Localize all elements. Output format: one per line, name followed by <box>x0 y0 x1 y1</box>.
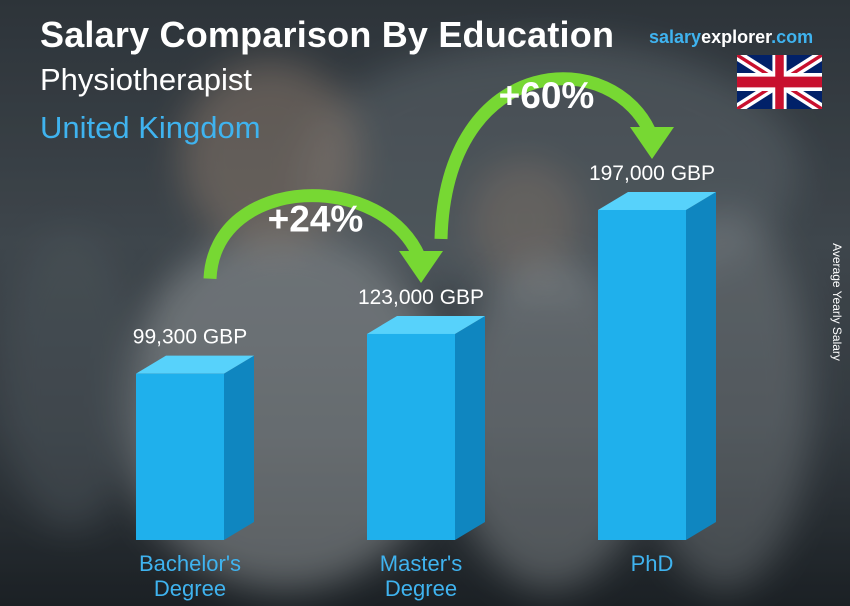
category-label-1-0: Master's <box>380 551 462 576</box>
page-title: Salary Comparison By Education <box>40 14 615 55</box>
growth-arrow-head-0 <box>399 250 443 283</box>
brand-logo[interactable]: salaryexplorer.com <box>649 27 813 48</box>
bar-top-1 <box>367 315 485 334</box>
bar-top-2 <box>598 192 716 210</box>
country-label: United Kingdom <box>40 110 261 145</box>
job-title: Physiotherapist <box>40 62 252 97</box>
growth-percent-0: +24% <box>268 199 364 240</box>
bar-2 <box>598 210 686 540</box>
category-label-0-1: Degree <box>154 576 226 601</box>
growth-percent-1: +60% <box>499 75 595 116</box>
bar-side-1 <box>455 315 485 540</box>
uk-flag-icon <box>737 55 822 109</box>
category-label-1-1: Degree <box>385 576 457 601</box>
bar-side-0 <box>224 355 254 540</box>
value-label-0: 99,300 GBP <box>133 326 247 349</box>
value-label-2: 197,000 GBP <box>589 162 715 185</box>
bar-side-2 <box>686 192 716 540</box>
category-label-2-0: PhD <box>631 551 674 576</box>
bar-0 <box>136 373 224 540</box>
value-label-1: 123,000 GBP <box>358 286 484 309</box>
growth-arrow-1 <box>434 72 659 240</box>
bar-top-0 <box>136 355 254 374</box>
brand-part-com: .com <box>771 27 814 47</box>
growth-arrow-head-1 <box>630 127 674 159</box>
bar-1 <box>367 333 455 540</box>
growth-arrow-0 <box>203 189 428 280</box>
category-label-0-0: Bachelor's <box>139 551 241 576</box>
brand-part-salary: salary <box>649 27 702 47</box>
brand-part-explorer: explorer <box>701 27 772 47</box>
